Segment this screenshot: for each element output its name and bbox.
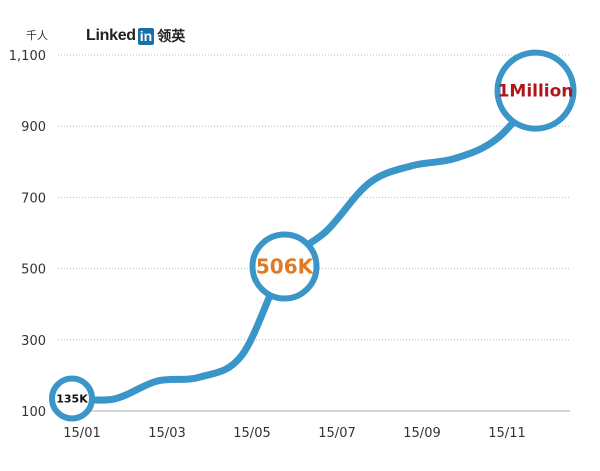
y-tick-label: 700 <box>21 191 46 206</box>
annotation-label: 135K <box>56 393 88 406</box>
y-axis-unit-label: 千人 <box>26 29 48 42</box>
annotation-circle <box>249 231 320 302</box>
y-tick-label: 500 <box>21 263 46 278</box>
y-tick-label: 100 <box>21 405 46 420</box>
x-tick-label: 15/03 <box>148 426 185 441</box>
annotation-label: 506K <box>256 255 315 279</box>
y-tick-label: 1,100 <box>9 49 46 64</box>
annotation-label: 1Million <box>498 82 574 102</box>
x-tick-label: 15/11 <box>488 426 525 441</box>
y-tick-label: 300 <box>21 334 46 349</box>
x-tick-label: 15/01 <box>63 426 100 441</box>
logo-chinese: 领英 <box>157 29 186 45</box>
x-tick-label: 15/05 <box>233 426 270 441</box>
annotation-circle <box>49 375 95 422</box>
x-tick-label: 15/09 <box>403 426 440 441</box>
linkedin-logo: Linked in 领英 <box>86 26 185 46</box>
y-tick-label: 900 <box>21 120 46 135</box>
annotation-circle <box>494 49 577 132</box>
logo-word: Linked <box>86 27 136 44</box>
x-tick-label: 15/07 <box>318 426 355 441</box>
logo-in-badge: in <box>137 27 155 45</box>
